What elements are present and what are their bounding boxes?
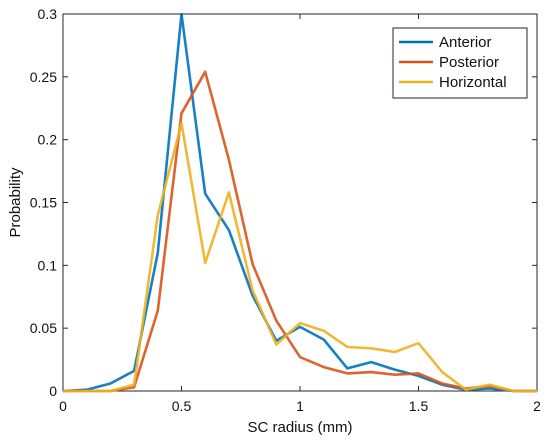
- series-line-horizontal: [63, 122, 537, 393]
- x-tick-label: 1: [296, 398, 304, 414]
- y-axis-label: Probability: [7, 167, 24, 238]
- legend-label-horizontal: Horizontal: [439, 74, 507, 91]
- series-line-posterior: [63, 70, 537, 393]
- y-tick-label: 0.25: [30, 69, 57, 85]
- x-tick-label: 0.5: [172, 398, 192, 414]
- y-tick-label: 0.2: [38, 132, 58, 148]
- y-tick-label: 0.15: [30, 195, 57, 211]
- y-tick-label: 0.3: [38, 6, 58, 22]
- legend: Anterior Posterior Horizontal: [392, 27, 528, 99]
- legend-label-posterior: Posterior: [439, 54, 499, 71]
- x-tick-label: 0: [59, 398, 67, 414]
- y-tick-label: 0.1: [38, 257, 58, 273]
- y-tick-label: 0: [49, 383, 57, 399]
- y-tick-label: 0.05: [30, 320, 57, 336]
- x-tick-label: 1.5: [409, 398, 429, 414]
- axes: 0 0.5 1 1.5 2 0 0.05 0.1 0.15 0.2 0.25 0.3: [30, 6, 541, 414]
- x-axis-label: SC radius (mm): [247, 419, 352, 436]
- legend-label-anterior: Anterior: [439, 34, 492, 51]
- series-lines: [62, 12, 537, 393]
- x-tick-label: 2: [533, 398, 541, 414]
